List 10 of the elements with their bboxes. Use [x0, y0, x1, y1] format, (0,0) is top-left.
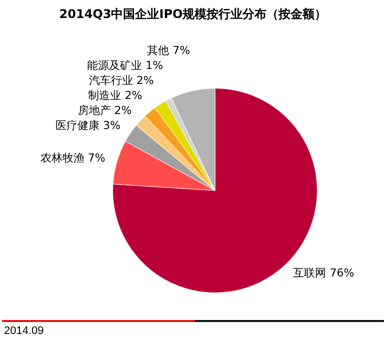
slice-label: 农林牧渔 7% [40, 151, 106, 164]
slice-label: 汽车行业 2% [88, 74, 154, 88]
slice-label: 医疗健康 3% [56, 119, 121, 132]
slice-label: 房地产 2% [78, 104, 132, 118]
chart-title: 2014Q3中国企业IPO规模按行业分布（按金额） [58, 6, 328, 23]
slice-label: 能源及矿业 1% [87, 59, 164, 72]
slice-label: 制造业 2% [88, 89, 142, 102]
text: 2014.09 [4, 325, 44, 337]
slice-label: 其他 7% [147, 44, 190, 58]
slice-label: 互联网 76% [293, 266, 354, 280]
